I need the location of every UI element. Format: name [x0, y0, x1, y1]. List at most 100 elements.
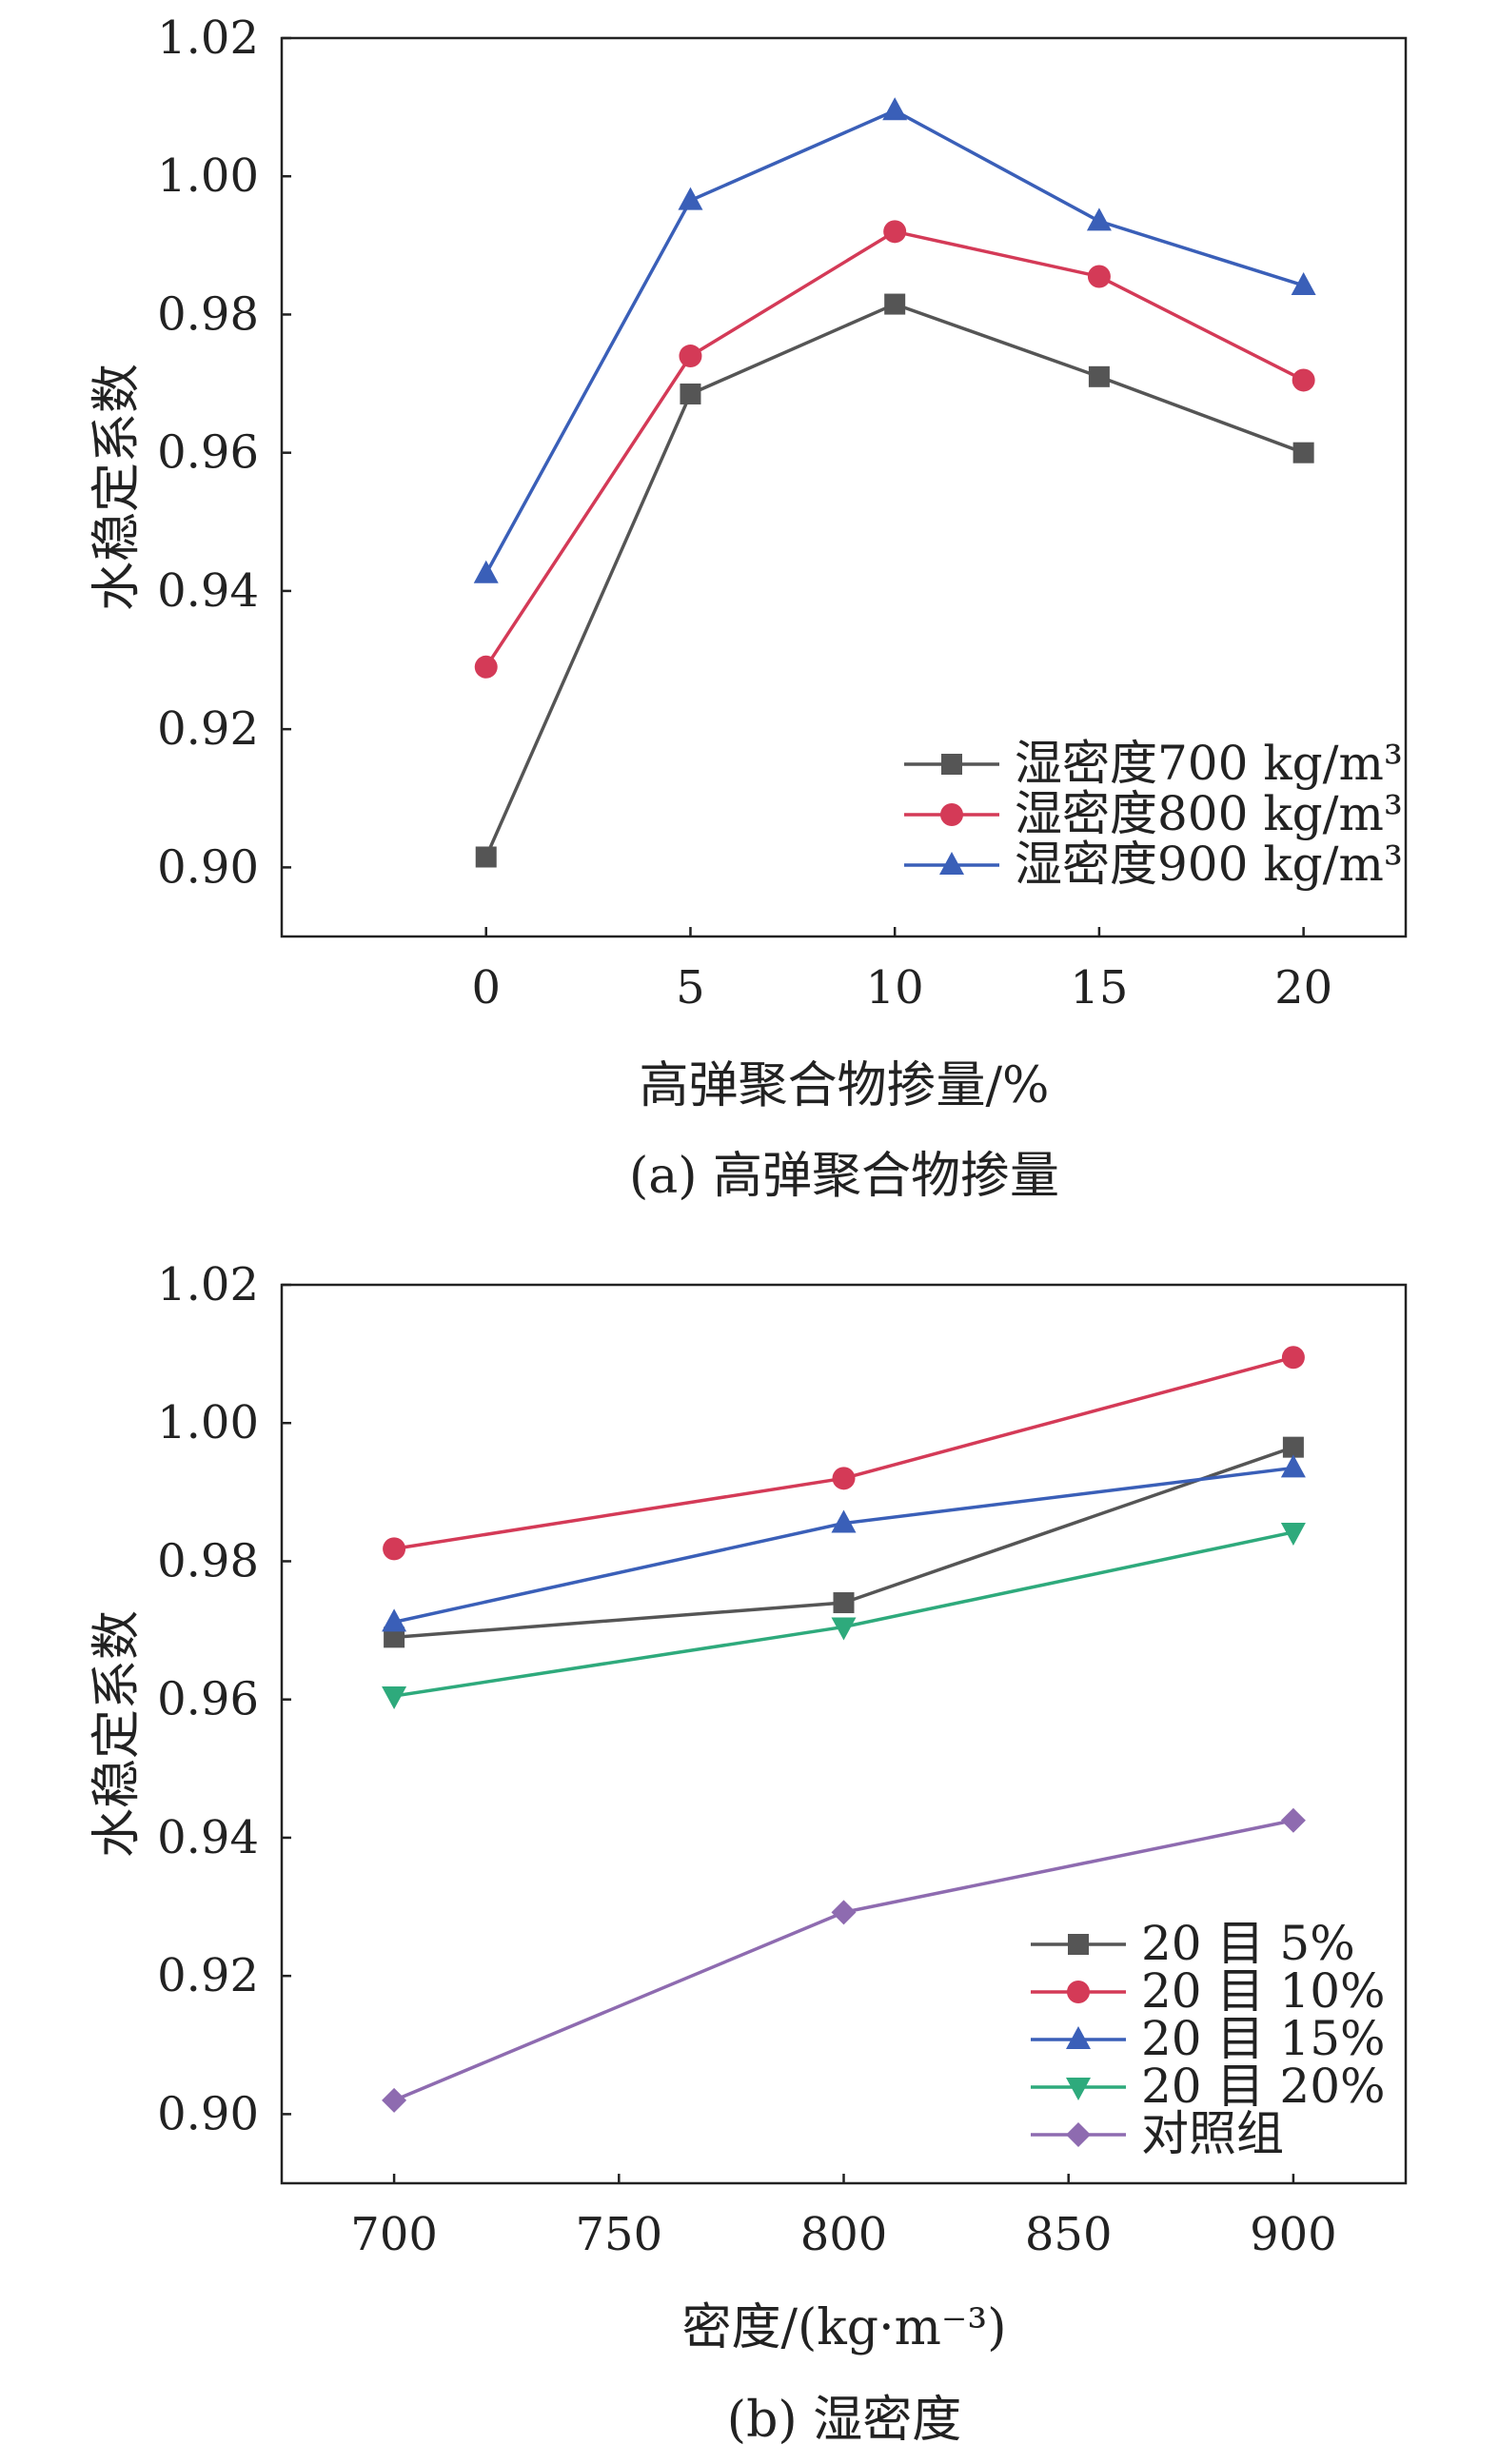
y-tick-label: 0.94 — [157, 564, 259, 618]
data-point — [1292, 368, 1315, 392]
y-tick-label: 1.02 — [157, 11, 259, 65]
series-2 — [474, 220, 1315, 679]
legend-label: 湿密度900 kg/m³ — [1015, 837, 1403, 892]
series-line — [393, 1530, 1294, 1698]
legend-item: 湿密度700 kg/m³ — [904, 736, 1403, 791]
data-point — [382, 2087, 407, 2113]
data-point — [1086, 207, 1112, 231]
legend-item: 湿密度800 kg/m³ — [904, 786, 1403, 841]
y-tick-label: 0.98 — [157, 1534, 259, 1587]
data-point — [473, 560, 499, 583]
data-point — [678, 187, 703, 210]
data-point — [832, 1467, 856, 1490]
legend-item: 20 目 10% — [1031, 1963, 1386, 2019]
y-axis-label: 水稳定系数 — [89, 364, 146, 611]
data-point — [383, 1537, 406, 1561]
data-point — [831, 1900, 857, 1925]
data-point — [1282, 1436, 1304, 1458]
data-point — [382, 1686, 407, 1710]
legend-item: 对照组 — [1031, 2106, 1284, 2161]
legend-marker — [939, 852, 964, 875]
legend-label: 湿密度700 kg/m³ — [1015, 736, 1403, 791]
data-point — [831, 1617, 857, 1641]
x-tick-label: 700 — [350, 2208, 438, 2261]
data-point — [1088, 365, 1110, 387]
series-3 — [382, 1454, 1306, 1632]
series-1 — [475, 293, 1314, 868]
chart-a: 0.90 0.92 0.94 0.96 0.98 1.00 1.02 0 5 10 15 20 湿密… — [89, 11, 1408, 1205]
legend-label: 湿密度800 kg/m³ — [1015, 786, 1403, 841]
data-point — [831, 1509, 857, 1533]
x-tick-label: 5 — [676, 961, 705, 1015]
x-tick-label: 0 — [471, 961, 501, 1015]
legend-label: 20 目 10% — [1141, 1963, 1386, 2019]
data-point — [679, 345, 702, 368]
data-point — [1280, 1807, 1306, 1833]
x-tick-label: 850 — [1025, 2208, 1113, 2261]
y-tick-label: 0.96 — [157, 426, 259, 480]
y-tick-label: 0.92 — [157, 1949, 259, 2002]
y-ticks: 0.90 0.92 0.94 0.96 0.98 1.00 1.02 — [157, 11, 291, 894]
data-point — [833, 1592, 855, 1614]
data-point — [680, 383, 701, 404]
series-1 — [384, 1436, 1304, 1648]
x-axis-label: 密度/(kg·m⁻³) — [681, 2299, 1006, 2356]
x-ticks: 700 750 800 850 900 — [350, 2174, 1337, 2261]
series-line — [484, 108, 1305, 575]
legend-item: 20 目 15% — [1031, 2011, 1386, 2066]
legend-label: 对照组 — [1141, 2106, 1284, 2161]
series-5 — [382, 1807, 1306, 2113]
y-tick-label: 1.00 — [157, 149, 259, 203]
plot-frame — [280, 36, 1408, 938]
legend-marker — [1066, 2122, 1091, 2147]
y-tick-label: 0.90 — [157, 2087, 259, 2140]
y-tick-label: 0.90 — [157, 840, 259, 894]
y-tick-label: 0.98 — [157, 287, 259, 341]
legend-marker — [1066, 2026, 1091, 2049]
chart-caption: (b) 湿密度 — [727, 2392, 961, 2449]
data-point — [1291, 271, 1316, 295]
y-tick-label: 0.94 — [157, 1811, 259, 1864]
x-tick-label: 800 — [800, 2208, 888, 2261]
series-2 — [383, 1346, 1305, 1561]
y-tick-label: 1.02 — [157, 1258, 259, 1311]
legend-label: 20 目 15% — [1141, 2011, 1386, 2066]
data-point — [884, 293, 906, 315]
chart-b: 0.90 0.92 0.94 0.96 0.98 1.00 1.02 700 750 800 85… — [89, 1258, 1408, 2449]
y-tick-label: 0.96 — [157, 1673, 259, 1726]
x-tick-label: 750 — [575, 2208, 662, 2261]
y-tick-label: 0.92 — [157, 702, 259, 756]
legend-marker — [941, 754, 962, 775]
data-point — [883, 220, 907, 244]
data-point — [1087, 265, 1111, 288]
x-axis-label: 高弹聚合物掺量/% — [640, 1057, 1050, 1114]
y-tick-label: 1.00 — [157, 1396, 259, 1449]
data-point — [382, 1608, 407, 1632]
legend-label: 20 目 5% — [1141, 1916, 1355, 1971]
y-axis-label: 水稳定系数 — [89, 1610, 146, 1858]
data-point — [1280, 1522, 1306, 1546]
legend-marker — [1068, 1934, 1089, 1955]
legend-label: 20 目 20% — [1141, 2059, 1386, 2114]
legend-marker — [1066, 2078, 1091, 2100]
legend-item: 湿密度900 kg/m³ — [904, 837, 1403, 892]
series-layer — [473, 97, 1316, 868]
legend-item: 20 目 5% — [1031, 1916, 1355, 1971]
data-point — [474, 655, 498, 679]
series-3 — [473, 97, 1316, 583]
y-ticks: 0.90 0.92 0.94 0.96 0.98 1.00 1.02 — [157, 1258, 291, 2140]
data-point — [475, 846, 497, 868]
x-tick-label: 20 — [1274, 961, 1332, 1015]
legend-item: 20 目 20% — [1031, 2059, 1386, 2114]
x-tick-label: 15 — [1070, 961, 1128, 1015]
chart-caption: (a) 高弹聚合物掺量 — [629, 1148, 1059, 1205]
data-point — [882, 97, 908, 121]
legend-marker — [1067, 1981, 1090, 2003]
series-4 — [382, 1522, 1306, 1710]
data-point — [1292, 442, 1314, 463]
x-ticks: 0 5 10 15 20 — [471, 927, 1332, 1015]
data-point — [1280, 1454, 1306, 1478]
data-point — [384, 1626, 405, 1648]
